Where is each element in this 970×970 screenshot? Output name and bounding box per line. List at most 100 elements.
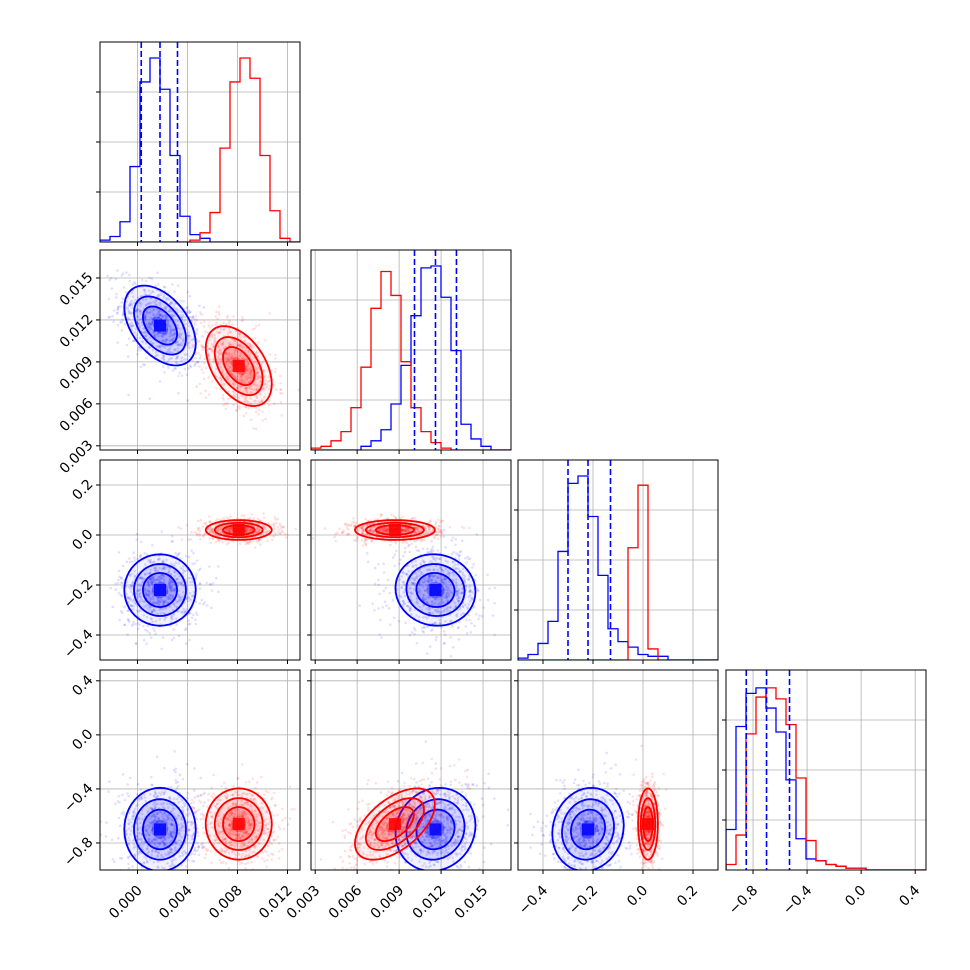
scatter-point <box>129 585 133 588</box>
scatter-point <box>240 357 244 360</box>
scatter-point <box>380 636 383 639</box>
scatter-point <box>245 371 248 375</box>
scatter-point <box>138 599 142 603</box>
scatter-point <box>124 291 128 294</box>
scatter-point <box>119 577 123 580</box>
scatter-point <box>215 367 218 371</box>
scatter-point <box>152 608 156 612</box>
contour-series-0 <box>141 305 179 346</box>
scatter-point <box>455 567 458 570</box>
scatter-point <box>171 587 175 590</box>
scatter-point <box>232 393 236 397</box>
scatter-point <box>240 378 244 382</box>
scatter-point <box>235 355 238 359</box>
scatter-point <box>258 538 262 542</box>
scatter-point <box>211 582 215 585</box>
scatter-point <box>227 369 231 372</box>
scatter-point <box>125 300 128 303</box>
scatter-point <box>249 529 252 533</box>
scatter-point <box>445 585 449 589</box>
scatter-point <box>363 533 367 536</box>
scatter-point <box>231 382 235 385</box>
scatter-point <box>195 340 198 343</box>
scatter-point <box>426 532 430 535</box>
scatter-point <box>198 365 201 368</box>
scatter-point <box>173 367 177 370</box>
scatter-point <box>162 893 165 896</box>
scatter-point <box>147 307 151 311</box>
scatter-point <box>457 567 460 571</box>
scatter-point <box>463 556 467 560</box>
scatter-point <box>211 531 215 535</box>
scatter-point <box>146 572 149 575</box>
scatter-point <box>143 316 147 320</box>
scatter-point <box>413 632 416 636</box>
scatter-point <box>135 336 139 340</box>
scatter-point <box>269 523 273 527</box>
scatter-point <box>409 518 413 521</box>
density-peak-series-1 <box>232 524 245 536</box>
scatter-point <box>346 533 349 536</box>
scatter-point <box>165 592 169 596</box>
scatter-point <box>439 531 443 535</box>
scatter-point <box>145 642 148 646</box>
scatter-point <box>255 531 258 534</box>
scatter-point <box>241 372 245 376</box>
scatter-point <box>169 579 173 583</box>
scatter-point <box>261 361 264 364</box>
scatter-point <box>204 396 208 400</box>
scatter-point <box>217 311 221 314</box>
scatter-point <box>449 605 452 609</box>
scatter-point <box>135 309 138 313</box>
scatter-point <box>174 578 178 581</box>
scatter-point <box>133 569 137 573</box>
scatter-point <box>117 794 121 798</box>
scatter-point <box>200 368 204 371</box>
scatter-point <box>169 577 172 581</box>
scatter-point <box>401 554 405 558</box>
scatter-point <box>229 360 233 364</box>
scatter-point <box>361 531 365 535</box>
scatter-point <box>243 381 247 385</box>
scatter-point <box>403 529 406 532</box>
scatter-point <box>170 534 174 538</box>
scatter-point <box>164 307 168 311</box>
scatter-point <box>227 529 230 532</box>
scatter-point <box>468 590 471 593</box>
scatter-point <box>221 393 225 397</box>
scatter-point <box>180 310 184 314</box>
scatter-point <box>149 592 153 595</box>
scatter-point <box>148 606 152 609</box>
scatter-point <box>154 619 158 623</box>
scatter-point <box>454 567 458 570</box>
scatter-point <box>218 313 221 316</box>
scatter-point <box>412 578 416 581</box>
y-tick-label: 0.009 <box>57 353 97 393</box>
scatter-point <box>493 586 497 590</box>
scatter-point <box>218 352 221 355</box>
scatter-point <box>164 599 168 603</box>
scatter-point <box>181 583 185 587</box>
scatter-point <box>144 330 148 334</box>
scatter-point <box>138 623 141 627</box>
scatter-point <box>157 294 160 298</box>
scatter-point <box>383 600 387 604</box>
scatter-point <box>461 605 465 609</box>
scatter-point <box>171 595 175 598</box>
scatter-point <box>443 607 447 611</box>
scatter-point <box>384 527 388 531</box>
scatter-point <box>399 595 403 599</box>
scatter-point <box>460 591 464 594</box>
scatter-point <box>217 590 220 594</box>
scatter-point <box>423 598 427 601</box>
scatter-point <box>151 579 154 583</box>
scatter-point <box>193 320 197 324</box>
scatter-point <box>131 865 134 868</box>
scatter-point <box>120 594 124 598</box>
scatter-point <box>169 328 172 332</box>
scatter-point <box>217 357 221 361</box>
scatter-point <box>187 555 191 559</box>
scatter-point <box>392 616 396 620</box>
scatter-point <box>427 583 430 587</box>
scatter-point <box>218 376 222 380</box>
